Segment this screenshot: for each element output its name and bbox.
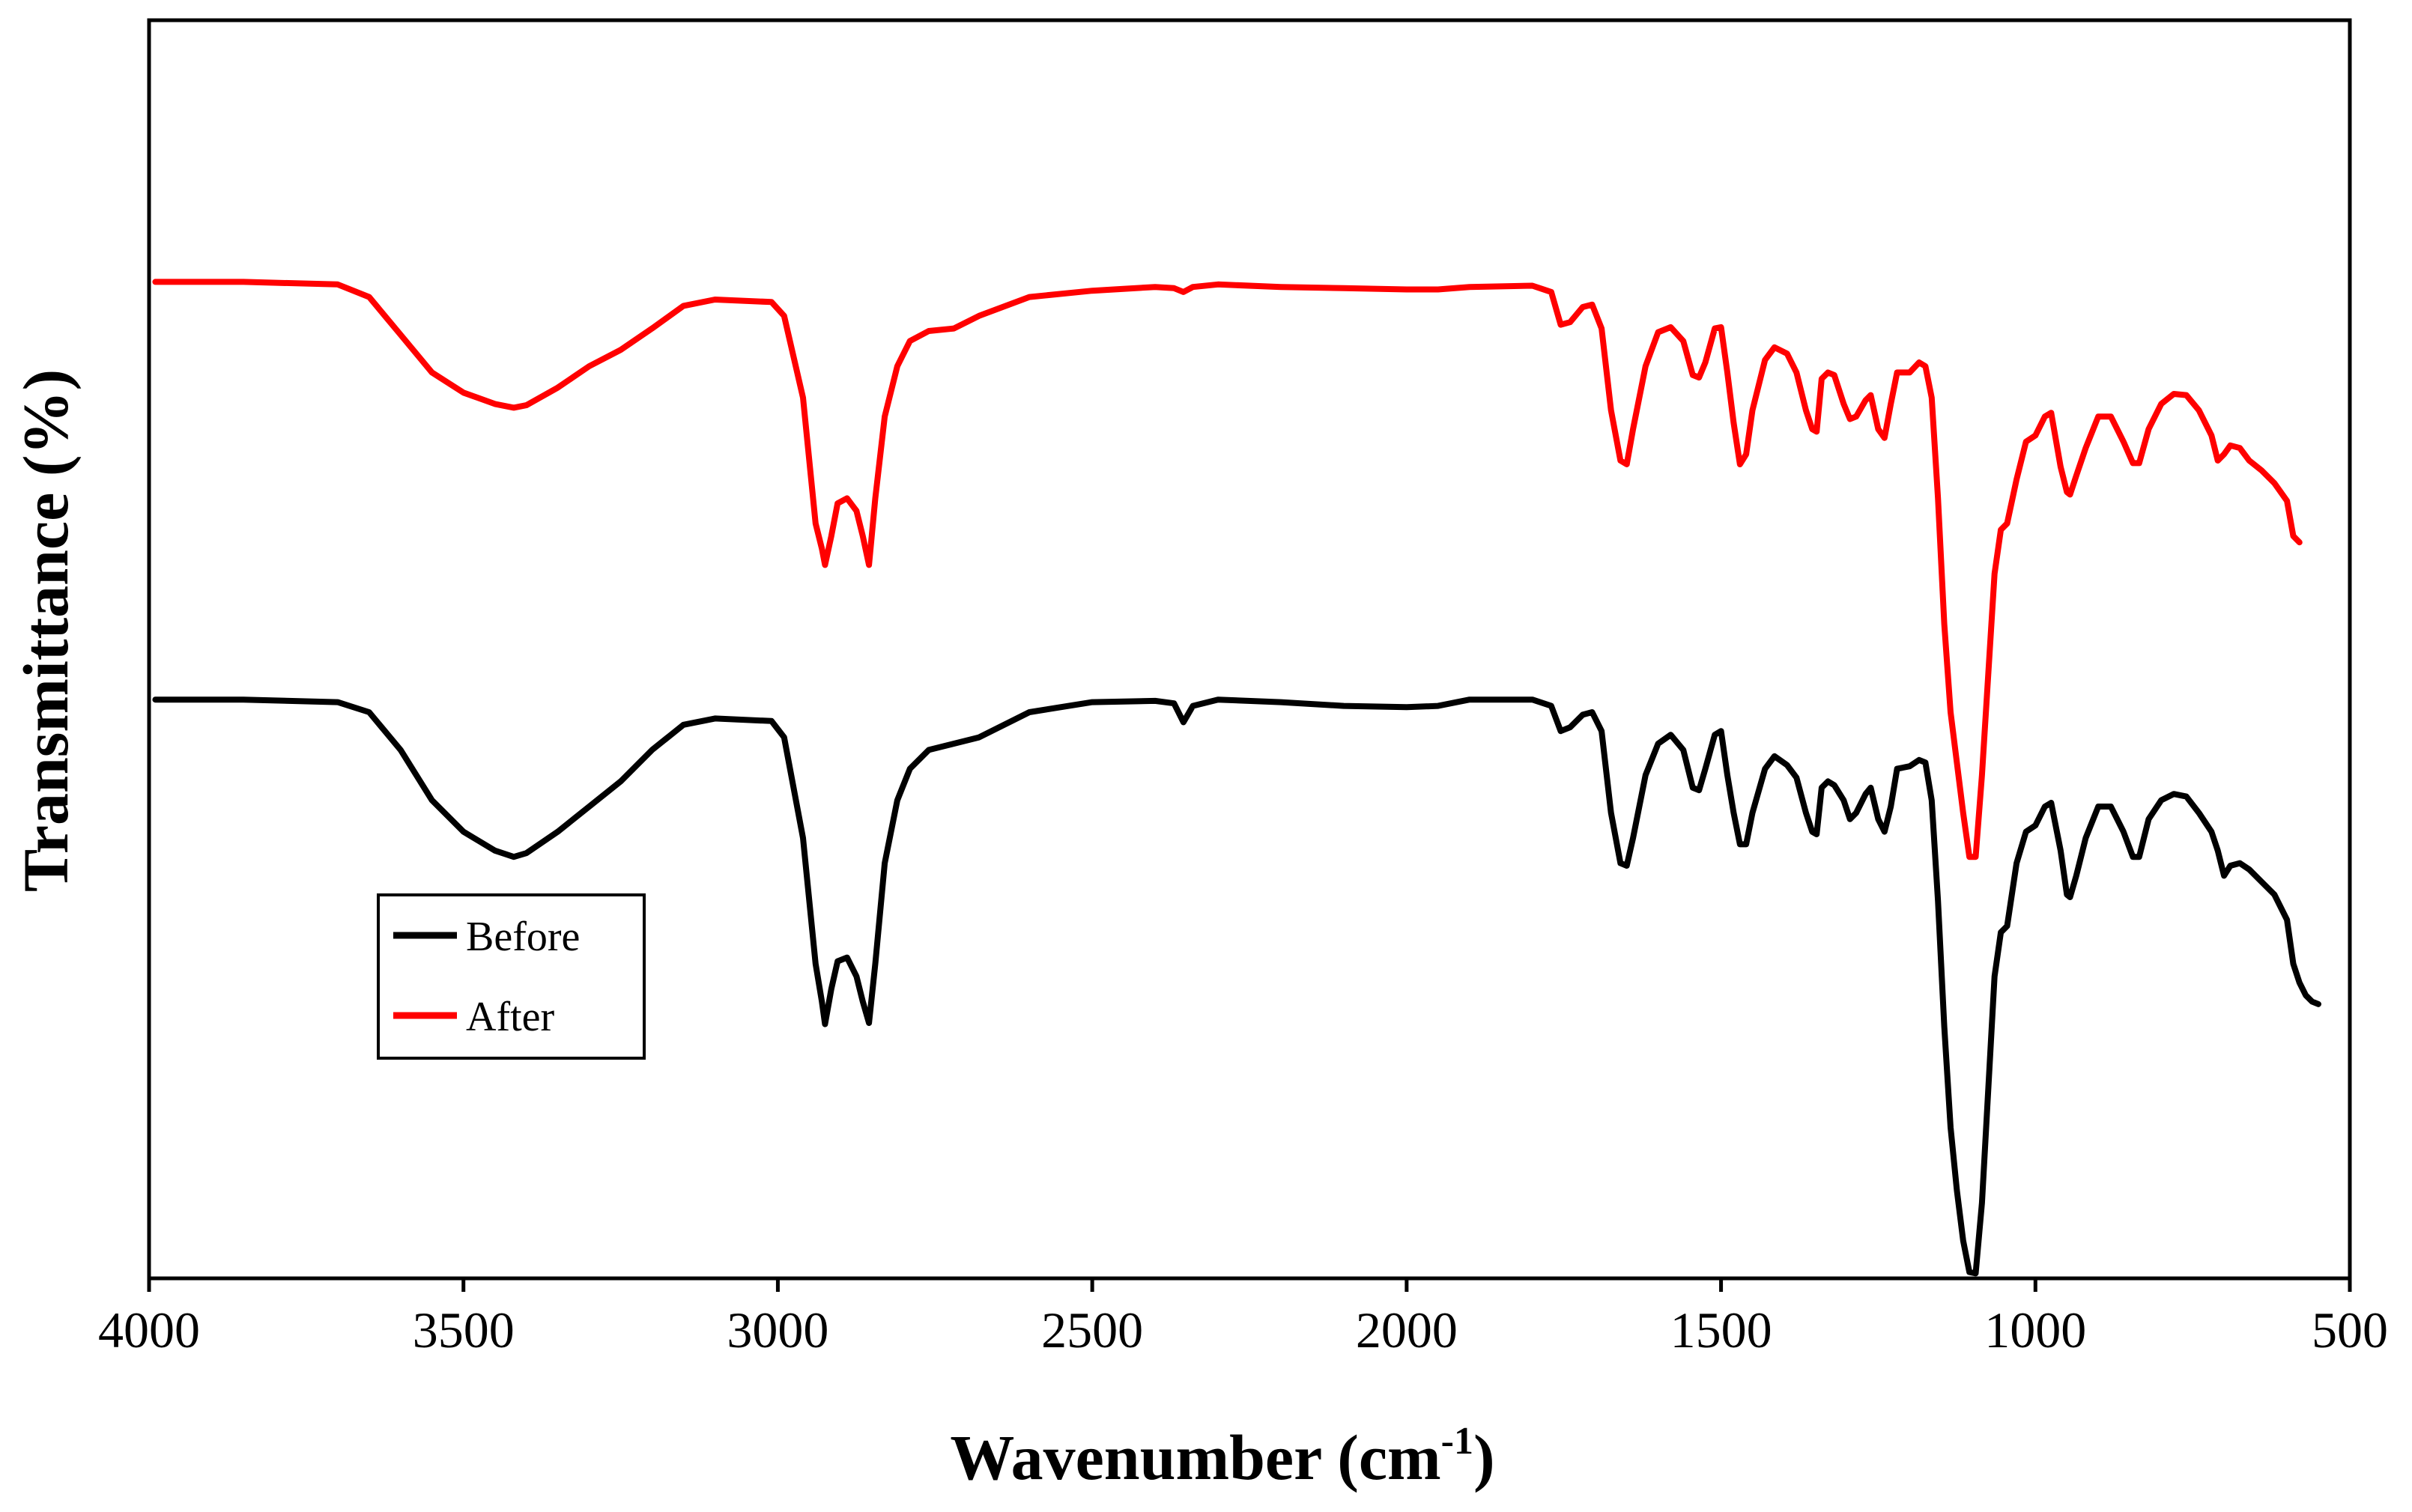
x-tick-label: 4000 <box>98 1302 200 1358</box>
x-tick-label: 3000 <box>727 1302 828 1358</box>
plot-area-frame <box>147 18 2352 1281</box>
legend: Before After <box>377 893 646 1060</box>
series-line-after <box>152 279 2303 860</box>
y-axis-title: Transmittance (%) <box>10 369 82 892</box>
series-layer <box>152 279 2321 1277</box>
x-tick-label: 2500 <box>1041 1302 1143 1358</box>
x-tick-label: 500 <box>2312 1302 2388 1358</box>
legend-box <box>377 893 646 1060</box>
x-axis-ticks: 4000 3500 3000 2500 2000 1500 1000 500 <box>98 1278 2388 1358</box>
series-line-before <box>152 696 2321 1277</box>
x-tick-label: 3500 <box>413 1302 515 1358</box>
x-tick-label: 1000 <box>1984 1302 2086 1358</box>
legend-label-before: Before <box>466 914 580 960</box>
x-tick-label: 2000 <box>1356 1302 1458 1358</box>
x-axis-title: Wavenumber (cm-1) <box>950 1420 1494 1493</box>
legend-label-after: After <box>466 994 555 1040</box>
x-tick-label: 1500 <box>1670 1302 1772 1358</box>
